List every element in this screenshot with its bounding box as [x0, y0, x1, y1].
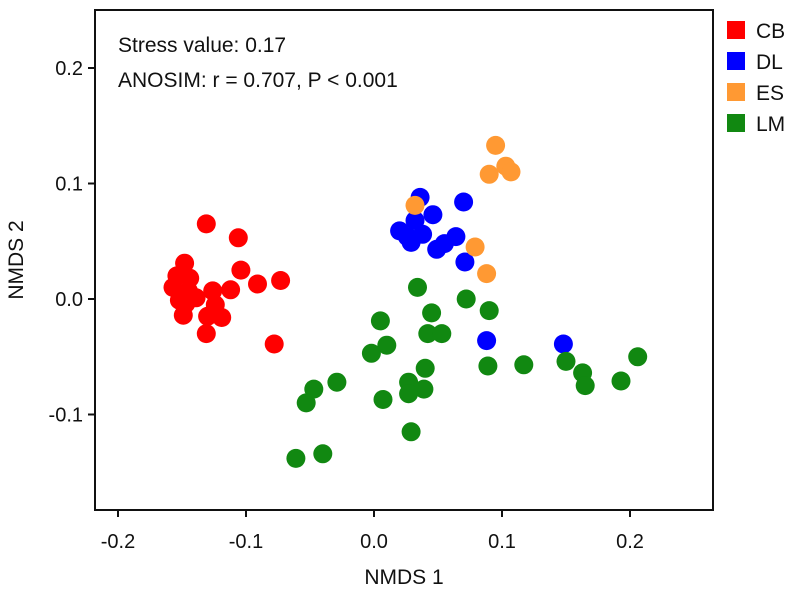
legend-label-dl: DL: [756, 51, 783, 74]
point-lm: [456, 289, 476, 309]
legend-label-es: ES: [756, 82, 784, 105]
point-lm: [575, 376, 595, 396]
point-lm: [628, 347, 648, 367]
point-lm: [422, 303, 442, 323]
point-es: [405, 195, 425, 215]
point-cb: [271, 271, 291, 290]
y-axis-title: NMDS 2: [5, 220, 28, 299]
legend-swatch-lm: [727, 114, 745, 132]
point-lm: [415, 358, 435, 378]
point-cb: [228, 228, 248, 248]
data-points: [163, 135, 648, 468]
point-dl: [553, 334, 573, 354]
point-lm: [418, 324, 438, 344]
anosim-annotation: ANOSIM: r = 0.707, P < 0.001: [118, 69, 398, 92]
y-tick-label: 0.0: [55, 289, 83, 311]
point-cb: [196, 324, 216, 344]
point-es: [465, 237, 485, 257]
point-cb: [198, 306, 218, 326]
point-lm: [296, 393, 316, 413]
point-lm: [361, 343, 381, 363]
point-es: [501, 162, 521, 182]
legend-label-lm: LM: [756, 113, 785, 136]
point-lm: [286, 448, 306, 468]
x-tick-label: 0.0: [360, 531, 388, 553]
point-dl: [455, 252, 475, 272]
point-cb: [231, 260, 251, 280]
point-cb: [248, 274, 267, 294]
point-lm: [611, 371, 631, 391]
point-lm: [408, 277, 427, 297]
point-lm: [556, 351, 576, 371]
x-tick-label: -0.1: [229, 531, 263, 553]
point-lm: [377, 335, 397, 355]
point-lm: [479, 301, 499, 321]
point-es: [486, 135, 506, 155]
point-dl: [477, 331, 497, 351]
legend-swatch-cb: [727, 21, 745, 39]
y-tick-label: -0.1: [49, 405, 83, 427]
point-es: [479, 164, 499, 184]
point-lm: [432, 324, 452, 344]
legend-label-cb: CB: [756, 20, 785, 43]
x-tick-label: 0.1: [488, 531, 516, 553]
x-axis-title: NMDS 1: [364, 566, 443, 589]
point-lm: [313, 444, 333, 464]
point-lm: [327, 372, 347, 392]
point-dl: [401, 232, 421, 252]
legend-swatch-es: [727, 83, 745, 101]
x-tick-label: -0.2: [101, 531, 135, 553]
point-lm: [399, 384, 419, 404]
point-lm: [373, 390, 393, 409]
point-dl: [454, 192, 474, 212]
y-tick-label: 0.1: [55, 174, 83, 196]
point-lm: [401, 422, 421, 442]
point-lm: [514, 355, 534, 375]
point-lm: [370, 311, 390, 331]
point-cb: [173, 305, 193, 325]
point-dl: [423, 205, 443, 225]
x-tick-label: 0.2: [616, 531, 644, 553]
point-cb: [196, 214, 216, 234]
y-tick-label: 0.2: [55, 58, 83, 80]
point-cb: [221, 280, 241, 300]
point-lm: [478, 356, 498, 376]
point-es: [477, 264, 497, 284]
point-dl: [427, 239, 447, 259]
point-lm: [414, 379, 434, 399]
point-cb: [212, 308, 232, 327]
point-cb: [264, 334, 284, 354]
legend: CB DL ES LM: [727, 20, 785, 136]
stress-annotation: Stress value: 0.17: [118, 34, 286, 57]
point-cb: [186, 288, 206, 308]
axis-ticks: -0.2 -0.1 0.0 0.1 0.2 -0.1 0.0 0.1 0.2: [49, 58, 644, 553]
legend-swatch-dl: [727, 52, 745, 70]
